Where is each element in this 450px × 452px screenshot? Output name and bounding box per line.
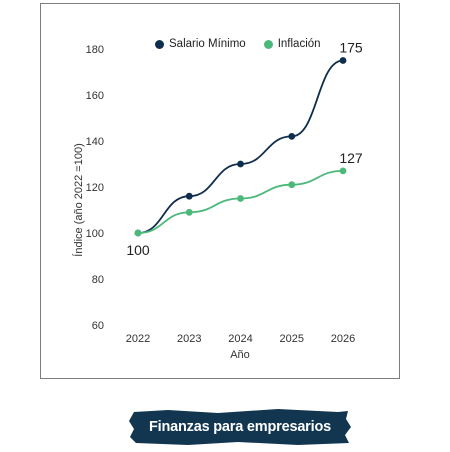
x-tick-label: 2023: [177, 333, 201, 345]
data-point-salario: [339, 57, 347, 64]
data-point-salario: [185, 192, 193, 200]
y-tick-label: 140: [86, 136, 104, 148]
data-point-inflacion: [288, 181, 296, 189]
legend-label-salario: Salario Mínimo: [169, 38, 246, 50]
data-point-inflacion: [339, 167, 347, 175]
data-point-salario: [237, 160, 244, 168]
data-point-inflacion: [134, 229, 142, 237]
chart-legend: Salario Mínimo Inflación: [155, 38, 321, 50]
y-tick-label: 60: [92, 320, 104, 332]
legend-swatch-salario: [155, 39, 164, 49]
x-tick-label: 2026: [331, 333, 355, 345]
y-tick-label: 100: [86, 228, 104, 240]
data-point-inflacion: [185, 208, 193, 216]
y-tick-label: 160: [86, 90, 104, 102]
y-axis-title: Índice (año 2022 =100): [72, 143, 85, 256]
brand-banner: Finanzas para empresarios: [128, 407, 352, 447]
legend-swatch-inflacion: [263, 39, 273, 49]
y-tick-label: 80: [92, 274, 104, 286]
x-tick-label: 2025: [280, 333, 304, 345]
legend-item-salario: Salario Mínimo: [155, 38, 246, 50]
series-line-inflacion: [137, 170, 344, 234]
legend-item-inflacion: Inflación: [263, 38, 321, 50]
legend-label-inflacion: Inflación: [277, 38, 321, 50]
chart-card: [40, 3, 400, 379]
y-tick-label: 120: [86, 182, 104, 194]
data-label: 127: [339, 150, 363, 166]
x-tick-label: 2022: [126, 333, 150, 345]
series-line-salario: [137, 59, 344, 234]
x-axis-title: Año: [230, 349, 250, 361]
data-label: 175: [339, 40, 363, 56]
x-tick-label: 2024: [228, 333, 252, 345]
data-label: 100: [126, 242, 150, 258]
banner-text: Finanzas para empresarios: [149, 419, 331, 435]
data-point-inflacion: [237, 195, 244, 202]
y-tick-label: 180: [86, 44, 104, 56]
data-point-salario: [288, 133, 296, 140]
banner-brush-shape: [129, 409, 351, 445]
